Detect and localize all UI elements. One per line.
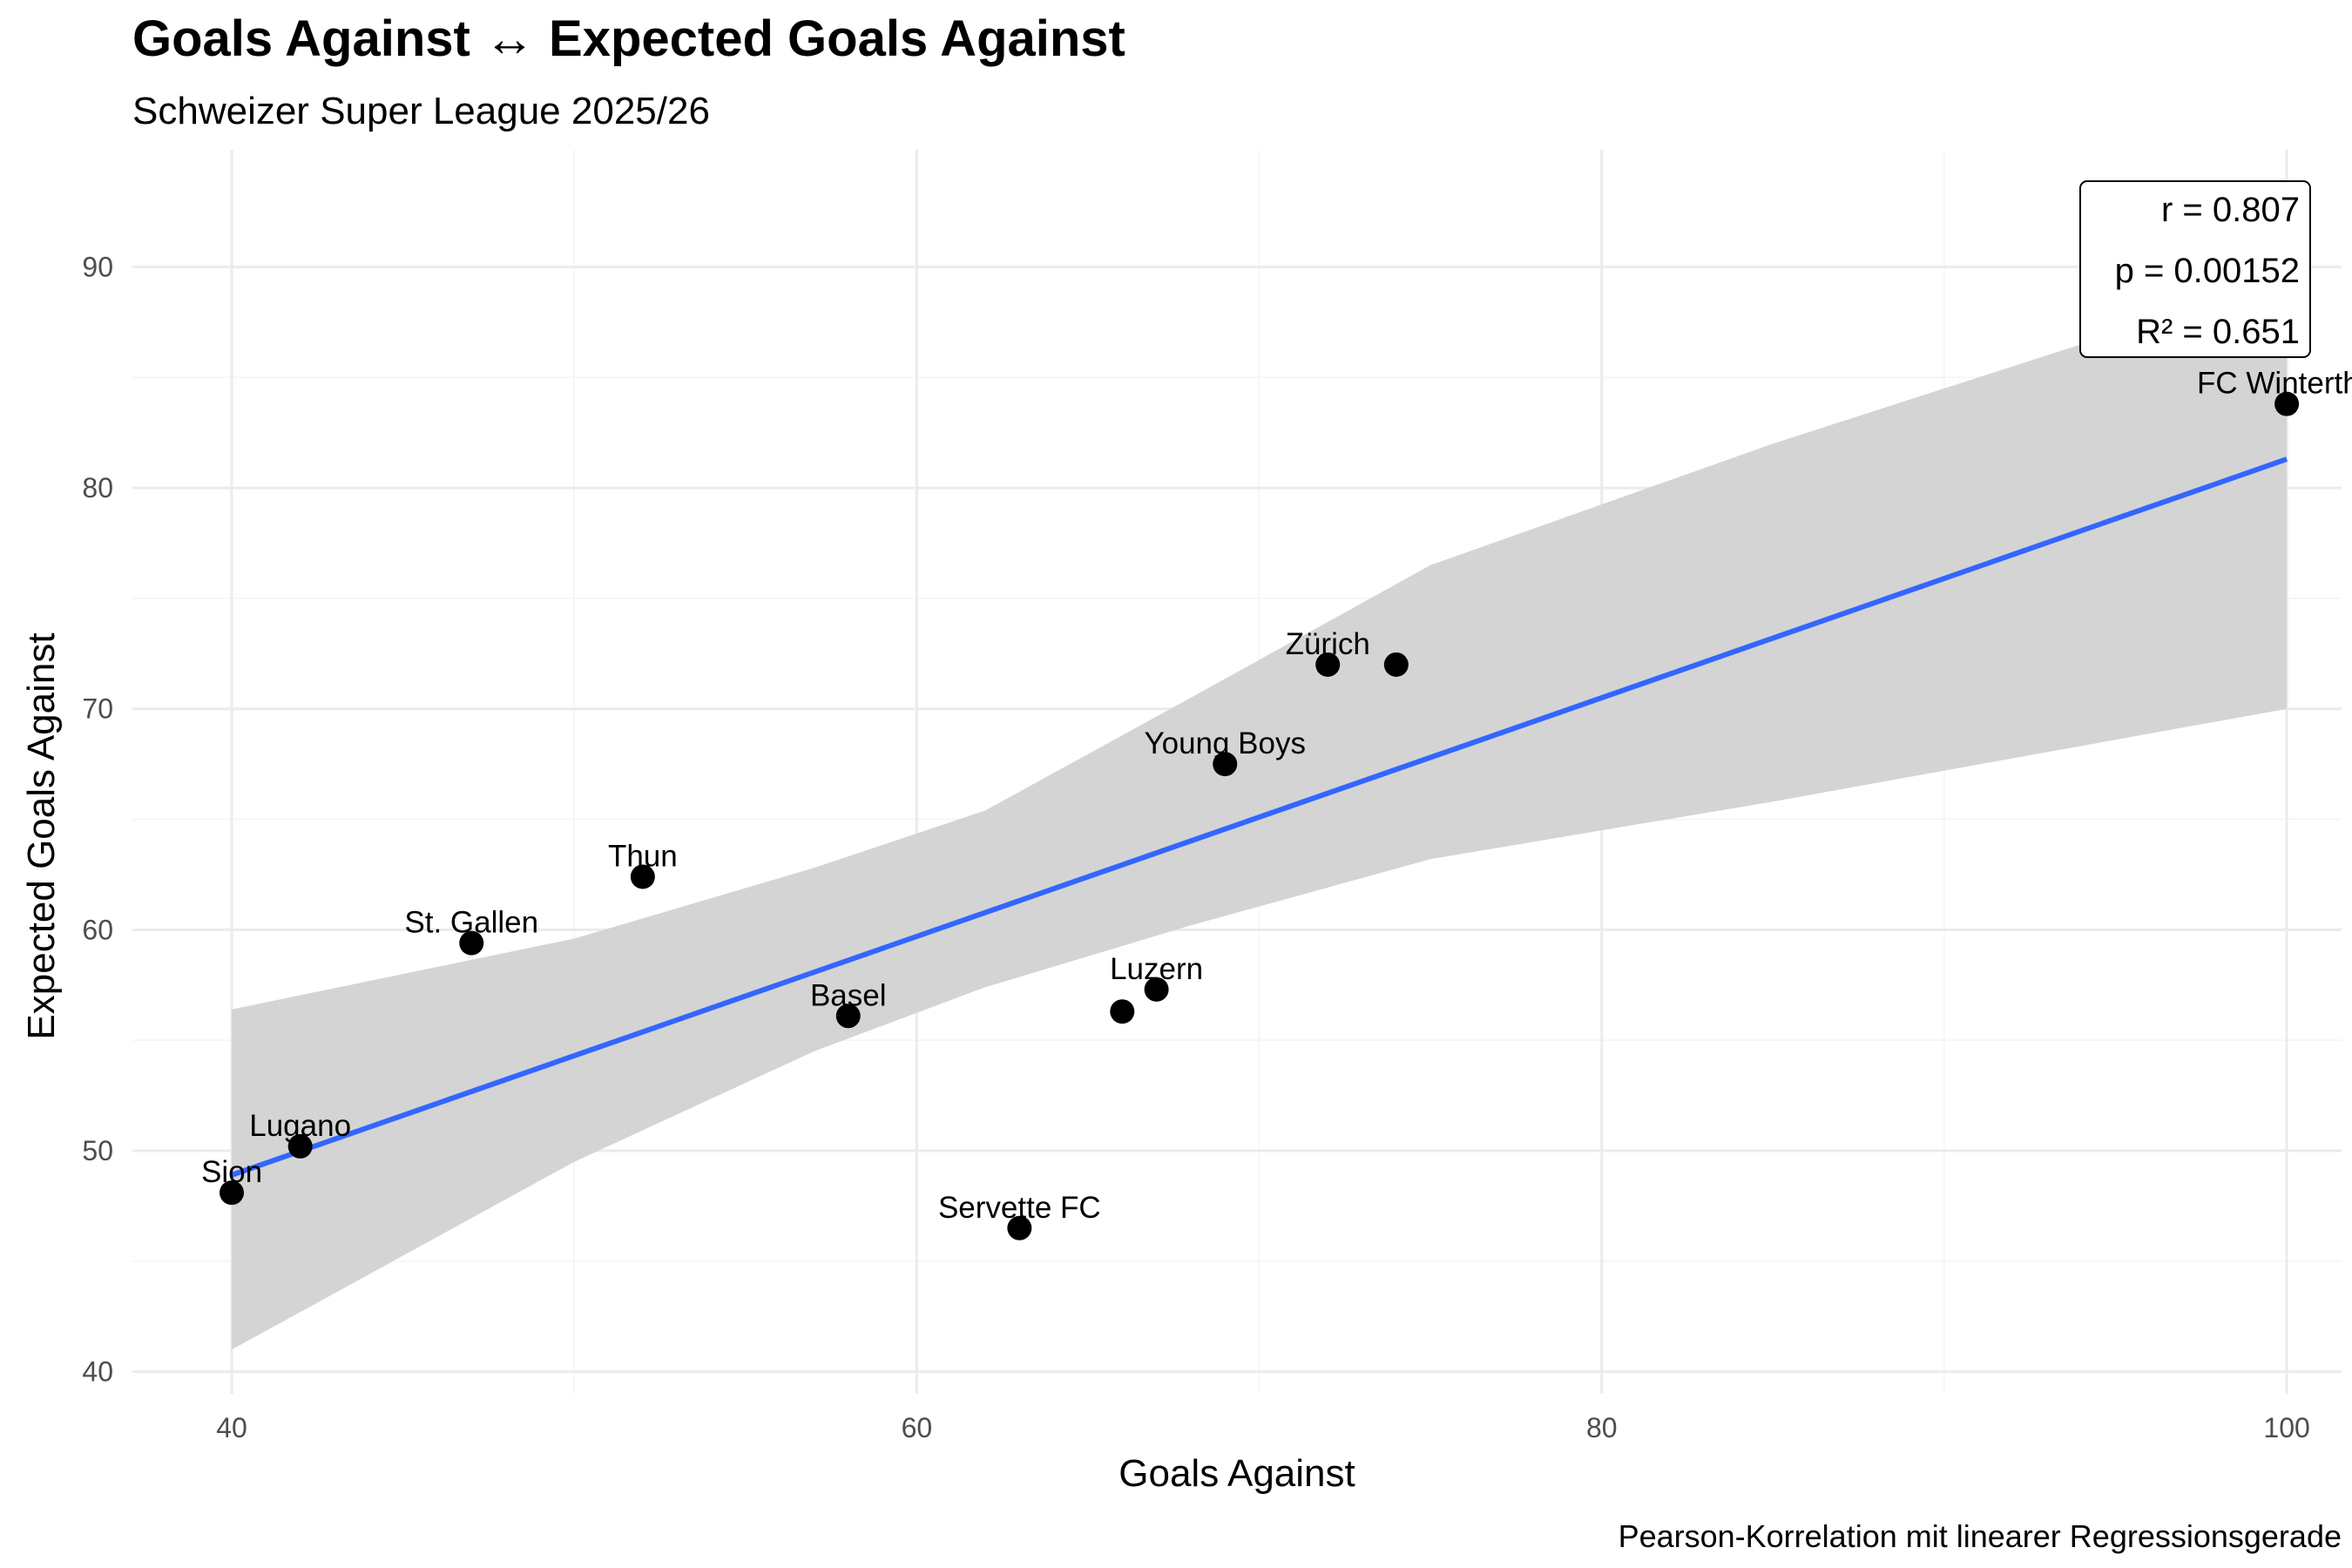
confidence-band-group [232, 278, 2288, 1350]
stats-box-frame [2079, 180, 2311, 358]
y-tick-label: 40 [82, 1356, 113, 1388]
points-group [220, 391, 2300, 1240]
data-point [287, 1133, 313, 1159]
point-label: Young Boys [1144, 727, 1306, 760]
data-point [1110, 999, 1135, 1024]
x-tick-label: 100 [2263, 1412, 2309, 1443]
chart-caption: Pearson-Korrelation mit linearer Regress… [1619, 1518, 2342, 1554]
point-label: Sion [201, 1155, 262, 1189]
x-axis-title: Goals Against [1119, 1452, 1355, 1495]
x-axis-ticks: 40 60 80 100 [216, 1412, 2310, 1443]
data-point [2274, 391, 2300, 416]
x-tick-label: 40 [216, 1412, 247, 1443]
y-axis-ticks: 40 50 60 70 80 90 [82, 251, 113, 1387]
point-label: Luzern [1110, 952, 1203, 986]
stats-box: r = 0.807 p = 0.00152 R² = 0.651 [2079, 180, 2311, 358]
point-label: FC Winterthu [2197, 367, 2352, 401]
data-point [220, 1180, 245, 1206]
y-tick-label: 70 [82, 693, 113, 725]
y-tick-label: 90 [82, 251, 113, 282]
point-label: Servette FC [938, 1191, 1101, 1225]
data-point [1383, 652, 1409, 677]
y-tick-label: 80 [82, 472, 113, 504]
data-point [835, 1004, 861, 1029]
confidence-band [232, 278, 2288, 1350]
point-label: Basel [810, 978, 887, 1012]
data-point [1007, 1215, 1032, 1240]
stats-p: p = 0.00152 [2115, 252, 2300, 290]
y-tick-label: 60 [82, 914, 113, 945]
point-label: Thun [608, 839, 678, 873]
data-point [1144, 977, 1169, 1002]
point-label: Zürich [1286, 627, 1370, 661]
data-point [459, 930, 484, 956]
y-axis-title: Expected Goals Against [20, 632, 63, 1039]
point-label: Lugano [249, 1109, 351, 1143]
point-labels-group: Sion Lugano St. Gallen Thun Basel Servette FC… [201, 367, 2352, 1225]
x-tick-label: 80 [1586, 1412, 1618, 1443]
x-tick-label: 60 [902, 1412, 933, 1443]
chart-title: Goals Against ↔ Expected Goals Against [132, 10, 1125, 67]
regression-line [231, 456, 2288, 1178]
data-point [1213, 752, 1238, 777]
data-point [1315, 652, 1341, 677]
stats-r: r = 0.807 [2161, 191, 2300, 229]
chart-subtitle: Schweizer Super League 2025/26 [132, 90, 710, 132]
point-label: St. Gallen [404, 906, 538, 940]
y-tick-label: 50 [82, 1135, 113, 1166]
stats-r-squared: R² = 0.651 [2136, 313, 2300, 351]
data-point [630, 864, 655, 889]
regression-line-group [231, 456, 2288, 1178]
